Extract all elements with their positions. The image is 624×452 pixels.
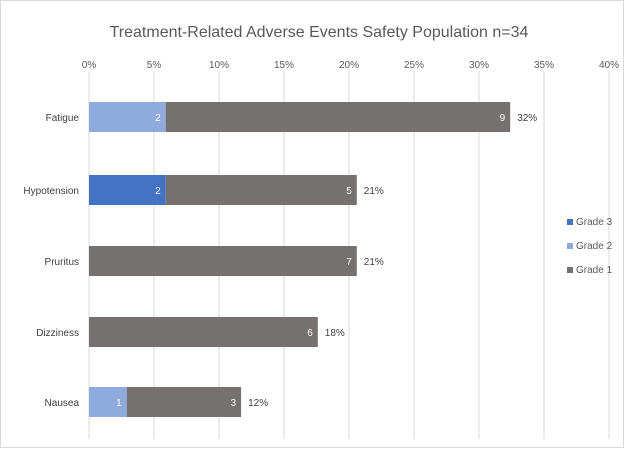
category-label: Pruritus — [45, 257, 79, 268]
bar-segment — [126, 387, 242, 417]
segment-count-label: 5 — [346, 186, 352, 197]
chart-title: Treatment-Related Adverse Events Safety … — [110, 24, 529, 41]
category-label: Dizziness — [36, 328, 79, 339]
x-tick-label: 5% — [147, 60, 162, 71]
bars: 2 9 32% 2 5 21% 7 21% 6 18% 1 3 12% — [89, 102, 537, 417]
segment-count-label: 1 — [116, 398, 122, 409]
segment-count-label: 7 — [346, 257, 352, 268]
total-percent-label: 12% — [248, 398, 268, 409]
segment-count-label: 6 — [307, 328, 313, 339]
x-tick-label: 20% — [339, 60, 359, 71]
x-axis-ticks: 0% 5% 10% 15% 20% 25% 30% 35% 40% — [82, 60, 619, 71]
bar-segment — [89, 246, 357, 276]
bar-segment — [89, 175, 166, 205]
bar-segment — [89, 102, 166, 132]
x-tick-label: 35% — [534, 60, 554, 71]
legend: Grade 3 Grade 2 Grade 1 — [567, 217, 613, 276]
legend-label: Grade 1 — [576, 265, 613, 276]
x-tick-label: 15% — [274, 60, 294, 71]
legend-swatch — [567, 267, 573, 273]
category-label: Nausea — [45, 398, 80, 409]
x-tick-label: 0% — [82, 60, 97, 71]
category-label: Hypotension — [23, 186, 79, 197]
legend-label: Grade 3 — [576, 217, 613, 228]
segment-count-label: 9 — [500, 113, 506, 124]
legend-swatch — [567, 243, 573, 249]
bar-segment — [89, 387, 127, 417]
category-labels: Fatigue Hypotension Pruritus Dizziness Nause… — [23, 113, 79, 409]
x-tick-label: 30% — [469, 60, 489, 71]
bar-segment — [89, 317, 318, 347]
x-tick-label: 40% — [599, 60, 619, 71]
legend-swatch — [567, 219, 573, 225]
total-percent-label: 21% — [364, 257, 384, 268]
bar-segment — [165, 102, 511, 132]
x-tick-label: 25% — [404, 60, 424, 71]
segment-count-label: 2 — [155, 186, 161, 197]
x-tick-label: 10% — [209, 60, 229, 71]
segment-count-label: 3 — [231, 398, 237, 409]
total-percent-label: 32% — [517, 113, 537, 124]
total-percent-label: 18% — [325, 328, 345, 339]
category-label: Fatigue — [46, 113, 80, 124]
total-percent-label: 21% — [364, 186, 384, 197]
bar-segment — [165, 175, 357, 205]
legend-label: Grade 2 — [576, 241, 613, 252]
segment-count-label: 2 — [155, 113, 161, 124]
